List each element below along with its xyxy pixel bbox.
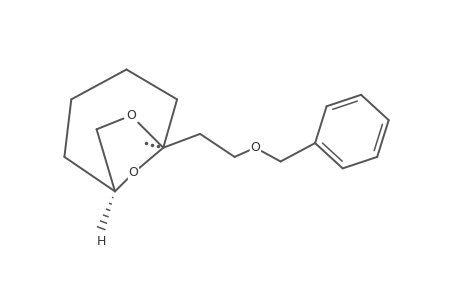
Text: O: O: [128, 167, 138, 179]
Text: O: O: [250, 141, 260, 154]
Text: O: O: [126, 109, 136, 122]
Text: H: H: [96, 235, 106, 248]
